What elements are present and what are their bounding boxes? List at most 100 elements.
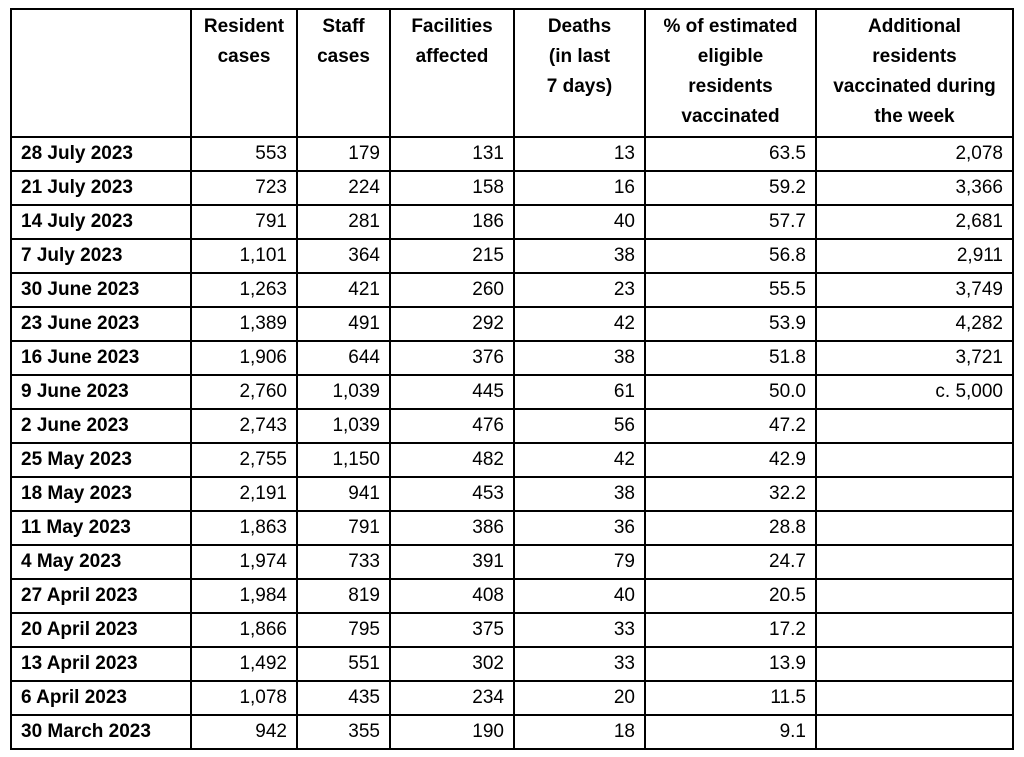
- cell-resident-cases: 2,755: [190, 442, 298, 478]
- cell-staff-cases: 1,039: [296, 374, 391, 410]
- cell-facilities-affected: 234: [389, 680, 515, 716]
- cell-pct-eligible-residents-vaccinated: 57.7: [644, 204, 817, 240]
- row-date: 6 April 2023: [10, 680, 192, 716]
- table-row: 7 July 2023 1,101 364 215 38 56.8 2,911: [10, 238, 1014, 274]
- cell-facilities-affected: 186: [389, 204, 515, 240]
- table-row: 18 May 2023 2,191 941 453 38 32.2: [10, 476, 1014, 512]
- cell-staff-cases: 551: [296, 646, 391, 682]
- cell-pct-eligible-residents-vaccinated: 56.8: [644, 238, 817, 274]
- cell-resident-cases: 1,263: [190, 272, 298, 308]
- row-date: 25 May 2023: [10, 442, 192, 478]
- cell-resident-cases: 2,191: [190, 476, 298, 512]
- cell-staff-cases: 941: [296, 476, 391, 512]
- row-date: 18 May 2023: [10, 476, 192, 512]
- cell-resident-cases: 1,863: [190, 510, 298, 546]
- cell-pct-eligible-residents-vaccinated: 47.2: [644, 408, 817, 444]
- cell-deaths-last-7-days: 38: [513, 476, 646, 512]
- header-deaths-last-7-days: Deaths (in last 7 days): [513, 8, 646, 138]
- row-date: 13 April 2023: [10, 646, 192, 682]
- cell-pct-eligible-residents-vaccinated: 32.2: [644, 476, 817, 512]
- row-date: 14 July 2023: [10, 204, 192, 240]
- cell-additional-residents-vaccinated: [815, 680, 1014, 716]
- cell-deaths-last-7-days: 42: [513, 306, 646, 342]
- cell-pct-eligible-residents-vaccinated: 51.8: [644, 340, 817, 376]
- cell-pct-eligible-residents-vaccinated: 9.1: [644, 714, 817, 750]
- table-row: 9 June 2023 2,760 1,039 445 61 50.0 c. 5,000: [10, 374, 1014, 410]
- cell-resident-cases: 2,743: [190, 408, 298, 444]
- header-facilities-affected: Facilities affected: [389, 8, 515, 138]
- header-date-blank: [10, 8, 192, 138]
- cell-staff-cases: 491: [296, 306, 391, 342]
- table-header: Resident cases Staff cases Facilities af…: [10, 8, 1014, 138]
- cell-facilities-affected: 302: [389, 646, 515, 682]
- cell-additional-residents-vaccinated: [815, 408, 1014, 444]
- cell-facilities-affected: 453: [389, 476, 515, 512]
- cell-resident-cases: 1,974: [190, 544, 298, 580]
- cell-staff-cases: 1,150: [296, 442, 391, 478]
- cell-facilities-affected: 386: [389, 510, 515, 546]
- cell-facilities-affected: 158: [389, 170, 515, 206]
- cell-pct-eligible-residents-vaccinated: 50.0: [644, 374, 817, 410]
- cell-deaths-last-7-days: 38: [513, 238, 646, 274]
- row-date: 21 July 2023: [10, 170, 192, 206]
- cell-additional-residents-vaccinated: [815, 646, 1014, 682]
- cell-pct-eligible-residents-vaccinated: 28.8: [644, 510, 817, 546]
- row-date: 30 June 2023: [10, 272, 192, 308]
- row-date: 16 June 2023: [10, 340, 192, 376]
- cell-pct-eligible-residents-vaccinated: 59.2: [644, 170, 817, 206]
- cell-staff-cases: 355: [296, 714, 391, 750]
- table-row: 2 June 2023 2,743 1,039 476 56 47.2: [10, 408, 1014, 444]
- cell-additional-residents-vaccinated: c. 5,000: [815, 374, 1014, 410]
- cell-deaths-last-7-days: 13: [513, 136, 646, 172]
- cell-additional-residents-vaccinated: [815, 510, 1014, 546]
- cell-resident-cases: 1,078: [190, 680, 298, 716]
- cell-deaths-last-7-days: 16: [513, 170, 646, 206]
- cell-resident-cases: 1,866: [190, 612, 298, 648]
- table-row: 6 April 2023 1,078 435 234 20 11.5: [10, 680, 1014, 716]
- cell-resident-cases: 1,492: [190, 646, 298, 682]
- row-date: 20 April 2023: [10, 612, 192, 648]
- row-date: 28 July 2023: [10, 136, 192, 172]
- cell-deaths-last-7-days: 79: [513, 544, 646, 580]
- cell-facilities-affected: 376: [389, 340, 515, 376]
- header-pct-eligible-residents-vaccinated: % of estimated eligible residents vaccin…: [644, 8, 817, 138]
- cell-pct-eligible-residents-vaccinated: 53.9: [644, 306, 817, 342]
- table-row: 14 July 2023 791 281 186 40 57.7 2,681: [10, 204, 1014, 240]
- cell-deaths-last-7-days: 56: [513, 408, 646, 444]
- header-resident-cases: Resident cases: [190, 8, 298, 138]
- table-row: 16 June 2023 1,906 644 376 38 51.8 3,721: [10, 340, 1014, 376]
- table-row: 20 April 2023 1,866 795 375 33 17.2: [10, 612, 1014, 648]
- cell-resident-cases: 1,984: [190, 578, 298, 614]
- header-row: Resident cases Staff cases Facilities af…: [10, 8, 1014, 138]
- weekly-statistics-table: Resident cases Staff cases Facilities af…: [10, 8, 1014, 750]
- cell-deaths-last-7-days: 36: [513, 510, 646, 546]
- cell-additional-residents-vaccinated: 2,681: [815, 204, 1014, 240]
- cell-additional-residents-vaccinated: 2,911: [815, 238, 1014, 274]
- row-date: 27 April 2023: [10, 578, 192, 614]
- table-row: 30 March 2023 942 355 190 18 9.1: [10, 714, 1014, 750]
- cell-pct-eligible-residents-vaccinated: 17.2: [644, 612, 817, 648]
- table-row: 27 April 2023 1,984 819 408 40 20.5: [10, 578, 1014, 614]
- cell-pct-eligible-residents-vaccinated: 42.9: [644, 442, 817, 478]
- cell-deaths-last-7-days: 20: [513, 680, 646, 716]
- header-additional-residents-vaccinated: Additional residents vaccinated during t…: [815, 8, 1014, 138]
- cell-resident-cases: 1,101: [190, 238, 298, 274]
- cell-additional-residents-vaccinated: 3,749: [815, 272, 1014, 308]
- cell-additional-residents-vaccinated: [815, 612, 1014, 648]
- cell-staff-cases: 364: [296, 238, 391, 274]
- cell-additional-residents-vaccinated: [815, 476, 1014, 512]
- cell-additional-residents-vaccinated: 3,366: [815, 170, 1014, 206]
- cell-staff-cases: 1,039: [296, 408, 391, 444]
- cell-pct-eligible-residents-vaccinated: 20.5: [644, 578, 817, 614]
- row-date: 2 June 2023: [10, 408, 192, 444]
- cell-deaths-last-7-days: 33: [513, 646, 646, 682]
- table-body: 28 July 2023 553 179 131 13 63.5 2,078 21 July …: [10, 136, 1014, 750]
- row-date: 11 May 2023: [10, 510, 192, 546]
- table-row: 25 May 2023 2,755 1,150 482 42 42.9: [10, 442, 1014, 478]
- cell-staff-cases: 281: [296, 204, 391, 240]
- cell-deaths-last-7-days: 40: [513, 578, 646, 614]
- cell-pct-eligible-residents-vaccinated: 13.9: [644, 646, 817, 682]
- cell-deaths-last-7-days: 23: [513, 272, 646, 308]
- cell-additional-residents-vaccinated: 4,282: [815, 306, 1014, 342]
- cell-facilities-affected: 260: [389, 272, 515, 308]
